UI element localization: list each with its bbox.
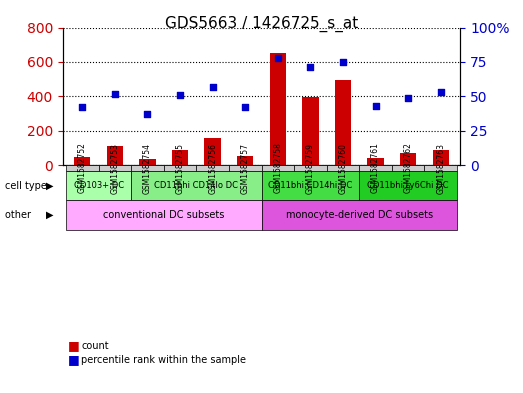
Text: CD11bhi Ly6Chi DC: CD11bhi Ly6Chi DC	[367, 181, 449, 190]
Bar	[172, 150, 188, 165]
Text: cell type: cell type	[5, 181, 50, 191]
Point	[143, 111, 152, 117]
Bar	[270, 53, 286, 165]
Point	[274, 55, 282, 61]
Bar	[302, 97, 319, 165]
Text: GSM1582759: GSM1582759	[306, 143, 315, 193]
Text: GSM1582758: GSM1582758	[274, 143, 282, 193]
Bar	[400, 153, 416, 165]
Point	[306, 64, 314, 70]
Text: GSM1582756: GSM1582756	[208, 143, 217, 193]
Text: ■: ■	[68, 353, 79, 366]
Text: GSM1582754: GSM1582754	[143, 143, 152, 193]
Bar	[367, 158, 384, 165]
Text: count: count	[81, 341, 109, 351]
Text: percentile rank within the sample: percentile rank within the sample	[81, 354, 246, 365]
Point	[111, 90, 119, 97]
Bar	[237, 156, 253, 165]
Point	[404, 94, 412, 101]
Text: ▶: ▶	[46, 181, 53, 191]
Bar	[204, 138, 221, 165]
Bar	[433, 150, 449, 165]
Text: ▶: ▶	[46, 210, 53, 220]
Text: ■: ■	[68, 339, 79, 353]
Text: CD103+ DC: CD103+ DC	[74, 181, 123, 190]
Point	[371, 103, 380, 109]
Point	[339, 59, 347, 65]
Point	[176, 92, 184, 98]
Bar	[335, 80, 351, 165]
Text: monocyte-derived DC subsets: monocyte-derived DC subsets	[286, 210, 433, 220]
Bar	[139, 159, 156, 165]
Point	[209, 83, 217, 90]
Point	[437, 89, 445, 95]
Point	[241, 104, 249, 110]
Text: GSM1582757: GSM1582757	[241, 143, 249, 193]
Bar	[107, 146, 123, 165]
Point	[78, 104, 86, 110]
Text: CD11bhi CD14hi DC: CD11bhi CD14hi DC	[268, 181, 353, 190]
Text: GSM1582763: GSM1582763	[436, 143, 445, 193]
Bar	[74, 157, 90, 165]
Text: other: other	[5, 210, 35, 220]
Text: GSM1582753: GSM1582753	[110, 143, 119, 193]
Text: CD11bhi CD14lo DC: CD11bhi CD14lo DC	[154, 181, 238, 190]
Text: GSM1582752: GSM1582752	[78, 143, 87, 193]
Text: GSM1582761: GSM1582761	[371, 143, 380, 193]
Text: GSM1582760: GSM1582760	[338, 143, 347, 193]
Text: conventional DC subsets: conventional DC subsets	[103, 210, 224, 220]
Text: GSM1582755: GSM1582755	[176, 143, 185, 193]
Text: GDS5663 / 1426725_s_at: GDS5663 / 1426725_s_at	[165, 16, 358, 32]
Text: GSM1582762: GSM1582762	[404, 143, 413, 193]
